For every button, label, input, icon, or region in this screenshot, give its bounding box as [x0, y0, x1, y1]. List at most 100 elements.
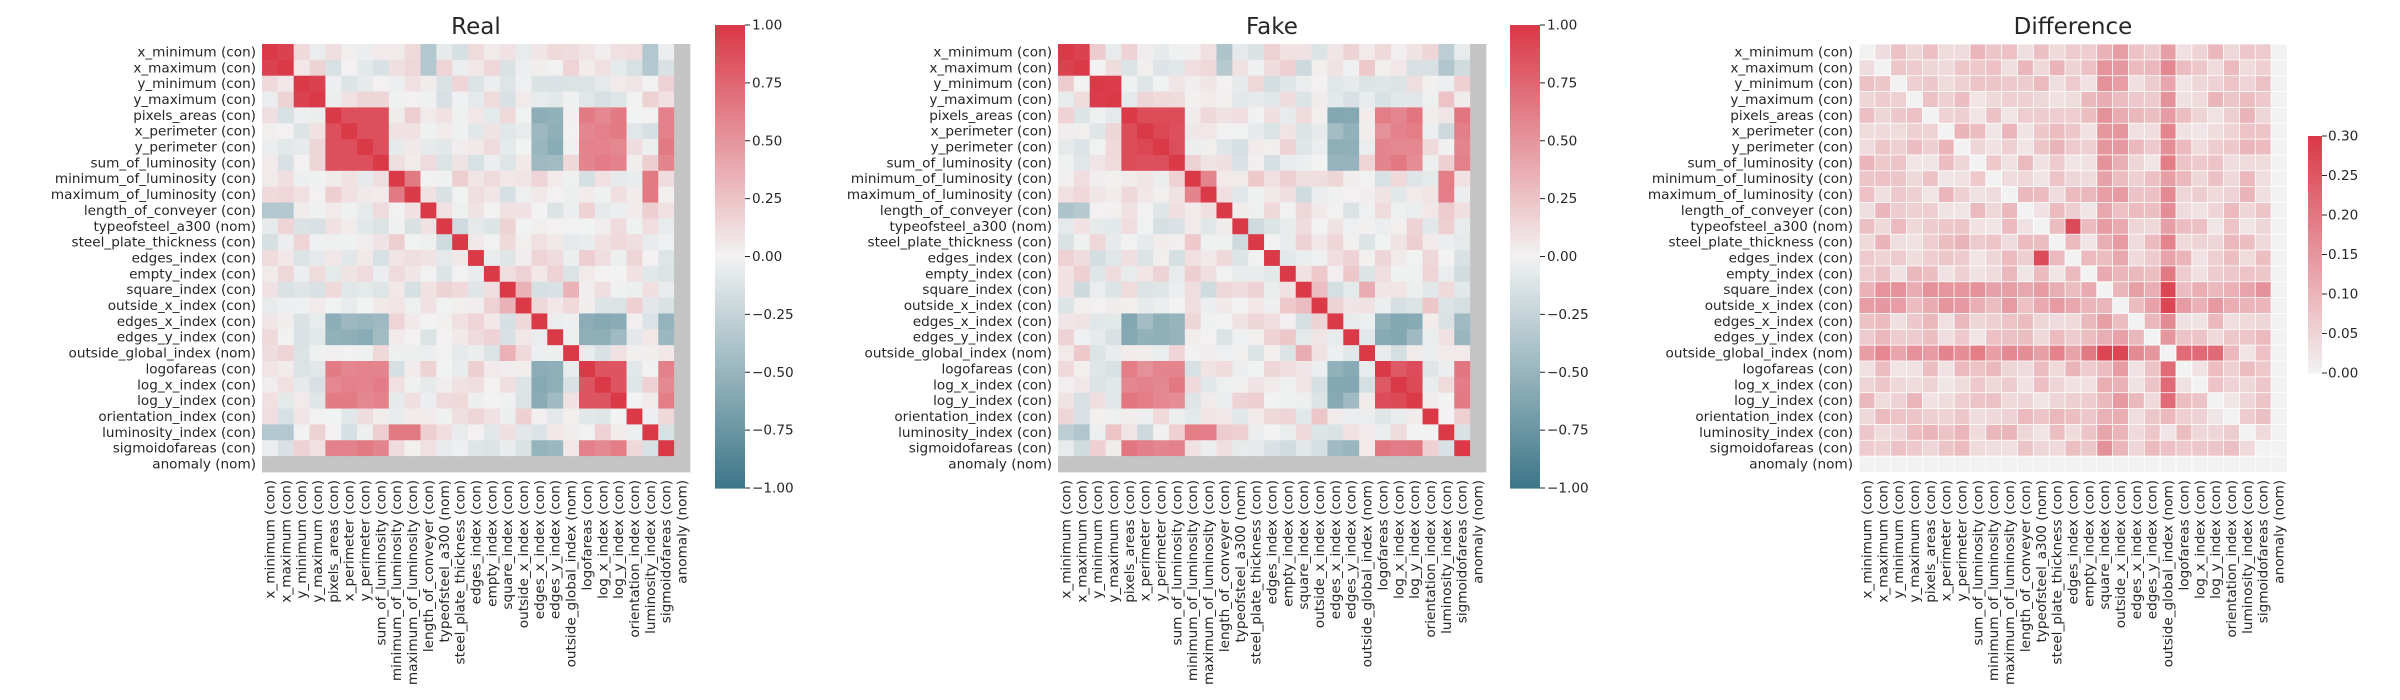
- heatmap-cell: [1937, 439, 1955, 457]
- colorbar: 1.000.750.500.250.00−0.25−0.50−0.75−1.00: [1510, 18, 1589, 497]
- heatmap-cell: [2175, 313, 2193, 331]
- heatmap-cell: [1327, 408, 1344, 425]
- heatmap-cell: [1311, 376, 1328, 394]
- heatmap-cell: [452, 107, 469, 124]
- heatmap-cell: [325, 123, 342, 140]
- heatmap-cell: [2238, 344, 2257, 362]
- heatmap-cell: [1168, 265, 1186, 283]
- heatmap-cell: [2191, 186, 2209, 204]
- y-tick-label: outside_global_index (nom): [1666, 346, 1853, 362]
- heatmap-cell: [1858, 202, 1876, 220]
- heatmap-cell: [1058, 107, 1075, 124]
- heatmap-cell: [468, 59, 485, 77]
- colorbar-segment: [715, 453, 745, 458]
- heatmap-cell: [2080, 439, 2098, 457]
- heatmap-cell: [1216, 91, 1233, 108]
- x-tick-label: sum_of_luminosity (con): [1169, 480, 1185, 646]
- x-tick-label: edges_x_index (con): [1328, 480, 1344, 619]
- heatmap-cell: [2254, 233, 2272, 251]
- heatmap-cell: [1248, 234, 1265, 251]
- heatmap-cell: [2080, 186, 2098, 204]
- heatmap-cell: [626, 123, 643, 140]
- heatmap-cell: [1922, 408, 1940, 426]
- x-tick-label: edges_y_index (con): [1344, 480, 1360, 619]
- heatmap-cell: [1438, 75, 1455, 92]
- heatmap-cell: [579, 218, 596, 235]
- heatmap-cell: [2143, 423, 2161, 442]
- heatmap-cell: [1858, 376, 1876, 394]
- heatmap-cell: [2096, 170, 2114, 188]
- colorbar-segment: [715, 190, 745, 196]
- colorbar-segment: [2308, 137, 2322, 141]
- heatmap-cell: [1295, 281, 1312, 298]
- heatmap-cell: [1406, 170, 1423, 188]
- heatmap-cell: [626, 329, 643, 346]
- heatmap-cell: [2191, 439, 2209, 457]
- heatmap-cell: [642, 361, 659, 378]
- heatmap-cell: [1359, 59, 1376, 77]
- heatmap-cell: [2207, 202, 2225, 220]
- heatmap-cell: [1168, 329, 1186, 346]
- colorbar-segment: [715, 445, 745, 451]
- heatmap-cell: [1248, 376, 1265, 394]
- colorbar-segment: [1510, 406, 1540, 412]
- heatmap-cell: [1343, 44, 1360, 61]
- colorbar-segment: [2308, 365, 2322, 368]
- heatmap-cell: [626, 202, 643, 219]
- heatmap-cell: [404, 202, 421, 219]
- heatmap-cell: [309, 281, 326, 298]
- heatmap-cell: [610, 361, 627, 378]
- heatmap-cell: [610, 265, 627, 283]
- colorbar-segment: [715, 433, 745, 439]
- colorbar-segment: [715, 113, 745, 119]
- heatmap-cell: [2254, 408, 2272, 426]
- heatmap-cell: [1985, 59, 2003, 77]
- heatmap-cell: [2017, 455, 2035, 473]
- heatmap-cell: [1969, 217, 1987, 236]
- heatmap-cell: [531, 202, 548, 219]
- heatmap-cell: [674, 186, 691, 203]
- colorbar-segment: [2308, 313, 2322, 317]
- heatmap-cell: [483, 392, 501, 409]
- colorbar-segment: [2308, 339, 2322, 343]
- panel-title: Difference: [2014, 14, 2133, 40]
- heatmap-cell: [2143, 328, 2161, 346]
- heatmap-cell: [1089, 91, 1106, 108]
- x-tick-label: x_perimeter (con): [1939, 480, 1955, 601]
- heatmap-cell: [674, 123, 691, 140]
- heatmap-cell: [2001, 233, 2019, 251]
- colorbar-segment: [715, 187, 745, 192]
- heatmap-cell: [1359, 297, 1376, 314]
- heatmap-cell: [531, 408, 548, 425]
- heatmap-cell: [1969, 313, 1987, 331]
- colorbar-tick-label: −0.75: [1547, 423, 1589, 439]
- colorbar-segment: [715, 206, 745, 211]
- heatmap-cell: [1359, 218, 1376, 235]
- heatmap-cell: [515, 218, 532, 235]
- heatmap-cell: [547, 297, 564, 314]
- heatmap-cell: [642, 440, 659, 457]
- heatmap-cell: [2064, 313, 2082, 331]
- heatmap-cell: [1264, 91, 1281, 108]
- heatmap-cell: [293, 154, 310, 172]
- heatmap-cell: [1454, 202, 1471, 219]
- heatmap-cell: [499, 186, 516, 203]
- heatmap-cell: [2175, 455, 2193, 473]
- heatmap-cell: [404, 297, 421, 314]
- heatmap-cell: [1137, 313, 1154, 330]
- heatmap-cell: [610, 186, 627, 203]
- heatmap-cell: [1248, 392, 1265, 409]
- heatmap-cell: [579, 91, 596, 108]
- heatmap-cell: [2001, 297, 2019, 315]
- heatmap-cell: [2175, 360, 2193, 378]
- x-tick-label: empty_index (con): [2081, 480, 2097, 607]
- colorbar-segment: [715, 202, 745, 207]
- heatmap-cell: [531, 345, 548, 362]
- heatmap-cell: [2143, 360, 2161, 378]
- colorbar-segment: [1510, 264, 1540, 269]
- heatmap-cell: [2080, 265, 2098, 283]
- colorbar-segment: [1510, 144, 1540, 150]
- x-tick-label: empty_index (con): [484, 480, 500, 607]
- heatmap-cell: [594, 234, 612, 251]
- heatmap-cell: [1985, 297, 2003, 315]
